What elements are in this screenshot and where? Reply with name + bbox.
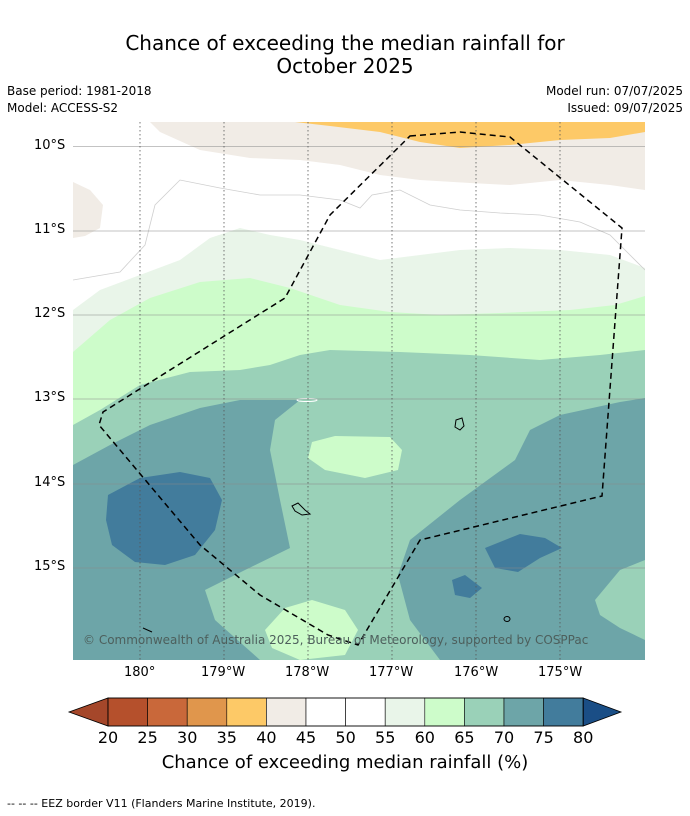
- band-80-west: [106, 472, 222, 565]
- band-65-70-south: [265, 600, 358, 660]
- lat-tick-12s: 12°S: [34, 306, 66, 321]
- colorbar-label-30: 30: [177, 728, 198, 747]
- copyright-notice: © Commonwealth of Australia 2025, Bureau…: [83, 633, 589, 647]
- lon-tick-176w: 176°W: [454, 665, 499, 680]
- colorbar-label-40: 40: [256, 728, 277, 747]
- lat-tick-13s: 13°S: [34, 390, 66, 405]
- lon-tick-175w: 175°W: [538, 665, 583, 680]
- eez-legend-footer: -- -- -- EEZ border V11 (Flanders Marine…: [7, 797, 316, 810]
- contour-field: [73, 122, 645, 660]
- colorbar-swatch-20: [107, 697, 148, 727]
- colorbar-label-25: 25: [137, 728, 158, 747]
- lon-tick-179w: 179°W: [201, 665, 246, 680]
- model-run: Model run: 07/07/2025: [545, 84, 683, 98]
- island-2: [291, 502, 312, 516]
- colorbar-label-75: 75: [533, 728, 554, 747]
- colorbar-label-80: 80: [573, 728, 594, 747]
- band-80-east: [485, 534, 562, 572]
- colorbar-swatch-35: [226, 697, 267, 727]
- colorbar-swatch-60: [424, 697, 465, 727]
- colorbar-label-45: 45: [295, 728, 317, 747]
- colorbar-swatch-75: [543, 697, 584, 727]
- band-45-50-west: [73, 182, 103, 238]
- meta-left: Base period: 1981-2018 Model: ACCESS-S2: [7, 83, 152, 117]
- lon-tick-180: 180°: [124, 665, 156, 680]
- colorbar-swatch-65: [464, 697, 505, 727]
- island-1: [454, 417, 465, 431]
- reef-1: [296, 398, 318, 402]
- colorbar-label-55: 55: [375, 728, 396, 747]
- lon-gridlines: [139, 122, 561, 660]
- lat-tick-10s: 10°S: [34, 138, 66, 153]
- band-70-75-east: [595, 560, 645, 640]
- map-title-line2: October 2025: [276, 54, 414, 78]
- island-3: [503, 616, 511, 622]
- colorbar-swatch-45: [305, 697, 346, 727]
- lat-tick-14s: 14°S: [34, 475, 66, 490]
- colorbar-label-70: 70: [493, 728, 515, 747]
- colorbar-label-20: 20: [97, 728, 119, 747]
- lat-gridlines: [73, 146, 645, 569]
- colorbar: [67, 697, 623, 727]
- colorbar-swatch-40: [266, 697, 307, 727]
- colorbar-swatch-25: [147, 697, 188, 727]
- colorbar-swatch-50: [345, 697, 386, 727]
- lat-tick-11s: 11°S: [34, 222, 66, 237]
- colorbar-upper-arrow: [582, 697, 623, 727]
- eez-border: [98, 131, 623, 646]
- colorbar-lower-arrow: [67, 697, 109, 727]
- lon-tick-177w: 177°W: [369, 665, 414, 680]
- map-title-line1: Chance of exceeding the median rainfall …: [125, 31, 565, 55]
- colorbar-title: Chance of exceeding median rainfall (%): [161, 752, 529, 773]
- colorbar-label-65: 65: [454, 728, 475, 747]
- band-65-70-center: [308, 436, 402, 478]
- contour-line-50: [73, 179, 645, 281]
- colorbar-label-35: 35: [216, 728, 237, 747]
- band-80-small: [452, 575, 482, 598]
- colorbar-label-50: 50: [335, 728, 356, 747]
- lon-tick-178w: 178°W: [285, 665, 330, 680]
- meta-right: Model run: 07/07/2025 Issued: 09/07/2025: [546, 83, 683, 117]
- colorbar-label-60: 60: [414, 728, 435, 747]
- island-4: [142, 627, 153, 633]
- base-period: Base period: 1981-2018: [7, 84, 152, 98]
- colorbar-swatch-70: [503, 697, 544, 727]
- colorbar-swatch-30: [186, 697, 228, 727]
- colorbar-outline: [107, 697, 584, 727]
- band-40-45: [295, 122, 645, 148]
- lat-tick-15s: 15°S: [34, 559, 66, 574]
- colorbar-swatch-55: [384, 697, 426, 727]
- issued-date: Issued: 09/07/2025: [567, 101, 683, 115]
- model-name: Model: ACCESS-S2: [7, 101, 119, 115]
